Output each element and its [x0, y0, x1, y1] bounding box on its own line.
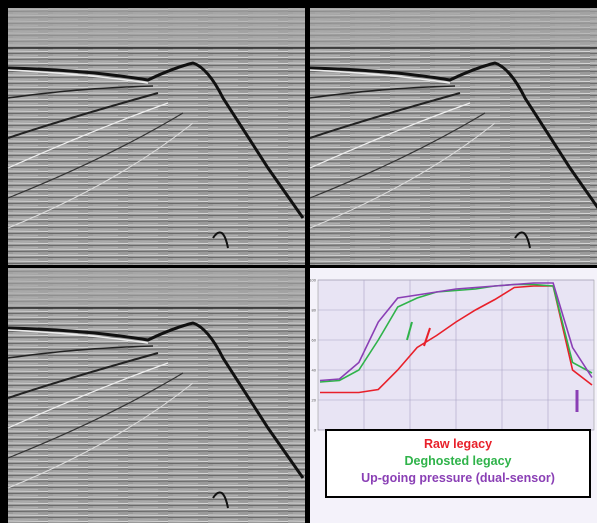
- y-tick-label: 20: [312, 398, 317, 403]
- y-tick-label: 100: [309, 278, 316, 283]
- legend-label: Deghosted legacy: [405, 454, 512, 468]
- y-tick-label: 40: [312, 368, 317, 373]
- legend-label: Raw legacy: [424, 437, 492, 451]
- legend-label: Up-going pressure (dual-sensor): [361, 471, 555, 485]
- y-tick-label: 60: [312, 338, 317, 343]
- seismic-panel: [8, 268, 305, 523]
- y-tick-label: 80: [312, 308, 317, 313]
- seismic-panel: [8, 8, 305, 265]
- seismic-panel: [310, 8, 597, 265]
- figure: 020406080100 Raw legacyDeghosted legacyU…: [0, 0, 597, 523]
